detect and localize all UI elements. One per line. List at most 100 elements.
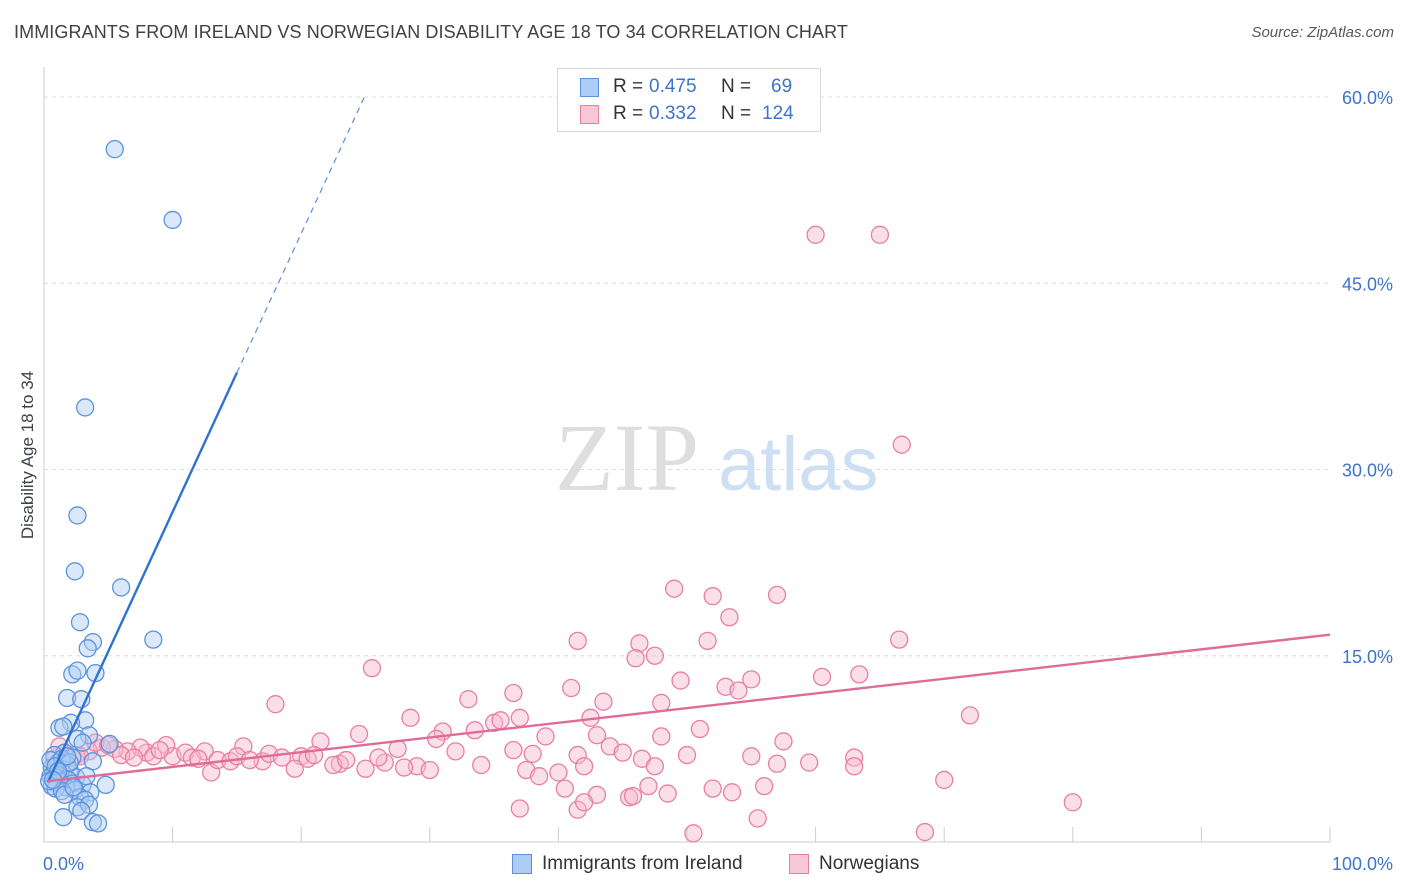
norwegians-point bbox=[272, 748, 292, 767]
norwegians-point bbox=[182, 748, 202, 767]
legend-swatch-pink bbox=[580, 104, 599, 124]
legend-r-value: 0.332 bbox=[649, 103, 697, 124]
norwegians-point bbox=[870, 225, 890, 244]
x-tick-label: 0.0% bbox=[43, 854, 84, 874]
norwegians-point bbox=[645, 757, 664, 776]
ireland-point bbox=[78, 639, 97, 658]
norwegians-point bbox=[562, 678, 581, 698]
norwegians-point bbox=[529, 767, 549, 786]
norwegians-point bbox=[892, 435, 911, 454]
trend-lines bbox=[46, 94, 1331, 783]
legend-swatch-blue bbox=[580, 77, 599, 97]
norwegians-point bbox=[594, 692, 613, 711]
ireland-point bbox=[144, 630, 163, 649]
norwegians-point bbox=[150, 740, 169, 760]
norwegians-point bbox=[935, 770, 954, 790]
norwegians-point bbox=[574, 757, 594, 776]
ireland-point bbox=[65, 562, 85, 581]
legend-n-value: 69 bbox=[771, 76, 793, 97]
norwegians-point bbox=[755, 776, 774, 796]
norwegians-point bbox=[845, 757, 864, 776]
correlation-legend: R = 0.475 N = 69 R = 0.332 N = 124 bbox=[557, 68, 821, 132]
norwegians-point bbox=[742, 747, 761, 766]
norwegians-point bbox=[401, 708, 420, 727]
norwegians-point bbox=[812, 667, 832, 687]
y-tick-label: 30.0% bbox=[1342, 461, 1393, 481]
norwegians-point bbox=[626, 649, 645, 668]
norwegians-point bbox=[266, 695, 285, 714]
legend-row-ireland: R = 0.475 N = 69 bbox=[580, 75, 792, 99]
norwegians-point bbox=[427, 729, 446, 749]
ireland-point bbox=[70, 613, 90, 632]
watermark-atlas: atlas bbox=[718, 422, 879, 507]
ireland-point bbox=[88, 814, 108, 833]
bottom-swatch-pink bbox=[789, 854, 809, 874]
norwegians-point bbox=[915, 822, 935, 842]
norwegians-point bbox=[285, 759, 304, 778]
norwegians-point bbox=[587, 726, 607, 745]
ireland-point bbox=[100, 734, 119, 754]
norwegians-point bbox=[722, 783, 742, 802]
ireland-trend-extension bbox=[236, 94, 367, 373]
norwegians-point bbox=[574, 793, 594, 812]
norwegians-trend-line bbox=[47, 633, 1331, 783]
norwegians-point bbox=[623, 786, 643, 806]
norwegians-point bbox=[420, 760, 439, 780]
legend-n-label: N = bbox=[721, 103, 752, 124]
norwegians-point bbox=[630, 634, 649, 653]
norwegians-point bbox=[774, 732, 793, 751]
norwegians-point bbox=[800, 753, 819, 772]
norwegians-point bbox=[356, 759, 375, 778]
norwegians-point bbox=[240, 750, 259, 770]
norwegians-point bbox=[658, 784, 677, 803]
ireland-point bbox=[96, 775, 115, 795]
bottom-legend-label-norwegians: Norwegians bbox=[819, 853, 920, 874]
norwegians-point bbox=[1063, 793, 1082, 812]
norwegians-point bbox=[510, 799, 529, 818]
ireland-points bbox=[39, 139, 182, 833]
ireland-point bbox=[72, 801, 91, 821]
norwegians-point bbox=[767, 754, 787, 773]
norwegians-point bbox=[652, 727, 671, 746]
y-tick-label: 15.0% bbox=[1342, 647, 1393, 667]
bottom-swatch-blue bbox=[512, 854, 532, 874]
norwegians-point bbox=[960, 706, 980, 725]
norwegians-point bbox=[446, 742, 465, 761]
legend-r-label: R = bbox=[613, 76, 644, 97]
ireland-point bbox=[68, 506, 87, 525]
norwegians-point bbox=[510, 708, 529, 727]
ireland-point bbox=[76, 398, 95, 417]
ireland-point bbox=[73, 733, 92, 752]
norwegians-point bbox=[703, 779, 722, 798]
norwegians-point bbox=[806, 225, 825, 244]
norwegians-point bbox=[394, 758, 414, 777]
norwegians-point bbox=[690, 719, 710, 739]
ireland-point bbox=[163, 210, 182, 230]
norwegians-point bbox=[523, 744, 542, 763]
legend-n-value: 124 bbox=[762, 103, 794, 124]
norwegians-point bbox=[536, 727, 555, 746]
x-tick-label: 100.0% bbox=[1332, 854, 1393, 874]
tick-labels: 15.0% 30.0% 45.0% 60.0% 0.0% 100.0% bbox=[43, 88, 1393, 874]
norwegians-point bbox=[99, 736, 118, 755]
norwegians-point bbox=[362, 659, 382, 678]
norwegians-point bbox=[459, 690, 478, 709]
norwegians-point bbox=[748, 809, 767, 828]
norwegians-point bbox=[684, 824, 703, 843]
ireland-point bbox=[112, 578, 131, 597]
norwegians-point bbox=[645, 646, 664, 665]
ireland-point bbox=[54, 717, 73, 736]
norwegians-point bbox=[568, 631, 587, 650]
norwegians-points bbox=[45, 225, 1082, 843]
norwegians-point bbox=[349, 724, 369, 744]
axes bbox=[43, 67, 1331, 843]
norwegians-point bbox=[677, 745, 697, 765]
norwegians-point bbox=[703, 587, 722, 606]
legend-r-label: R = bbox=[613, 103, 644, 124]
ireland-point bbox=[68, 661, 87, 680]
ireland-point bbox=[79, 726, 99, 745]
source-label: Source: ZipAtlas.com bbox=[1251, 24, 1394, 41]
norwegians-point bbox=[613, 743, 632, 762]
norwegians-point bbox=[664, 579, 684, 598]
